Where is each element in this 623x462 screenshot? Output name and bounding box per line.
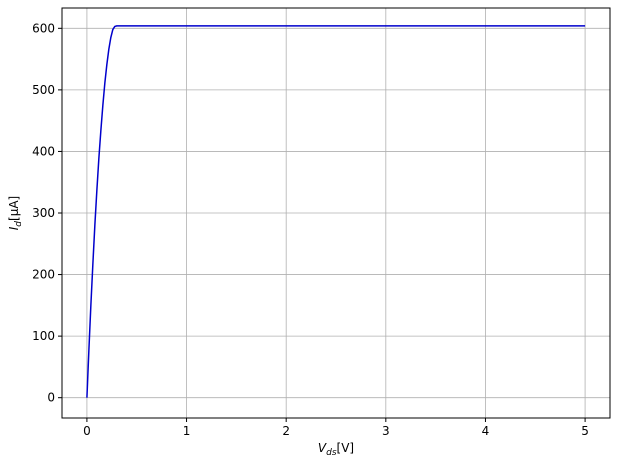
- y-axis-label-main: I: [7, 226, 21, 230]
- x-axis-label: Vds[V]: [318, 441, 354, 458]
- y-tick-label: 600: [32, 21, 55, 35]
- x-tick-label: 5: [581, 424, 589, 438]
- x-axis-label-sub: ds: [326, 448, 337, 458]
- x-tick-label: 4: [482, 424, 490, 438]
- x-tick-label: 2: [282, 424, 290, 438]
- x-tick-label: 0: [83, 424, 91, 438]
- y-tick-label: 100: [32, 329, 55, 343]
- x-tick-label: 3: [382, 424, 390, 438]
- x-tick-label: 1: [183, 424, 191, 438]
- y-axis-label: Id[μA]: [7, 196, 24, 230]
- y-axis-label-sub: d: [14, 221, 24, 227]
- x-axis-label-main: V: [318, 441, 327, 455]
- y-tick-label: 500: [32, 83, 55, 97]
- series-line: [86, 25, 586, 398]
- plot-area: [86, 25, 586, 398]
- grid: [62, 8, 610, 418]
- y-axis-label-unit: [μA]: [7, 196, 21, 221]
- x-axis: 0 1 2 3 4 5: [83, 418, 589, 438]
- y-tick-label: 0: [47, 391, 55, 405]
- y-tick-label: 200: [32, 268, 55, 282]
- y-tick-label: 300: [32, 206, 55, 220]
- y-axis: 0 100 200 300 400 500 600: [32, 21, 62, 405]
- x-axis-label-unit: [V]: [337, 441, 355, 455]
- y-tick-label: 400: [32, 144, 55, 158]
